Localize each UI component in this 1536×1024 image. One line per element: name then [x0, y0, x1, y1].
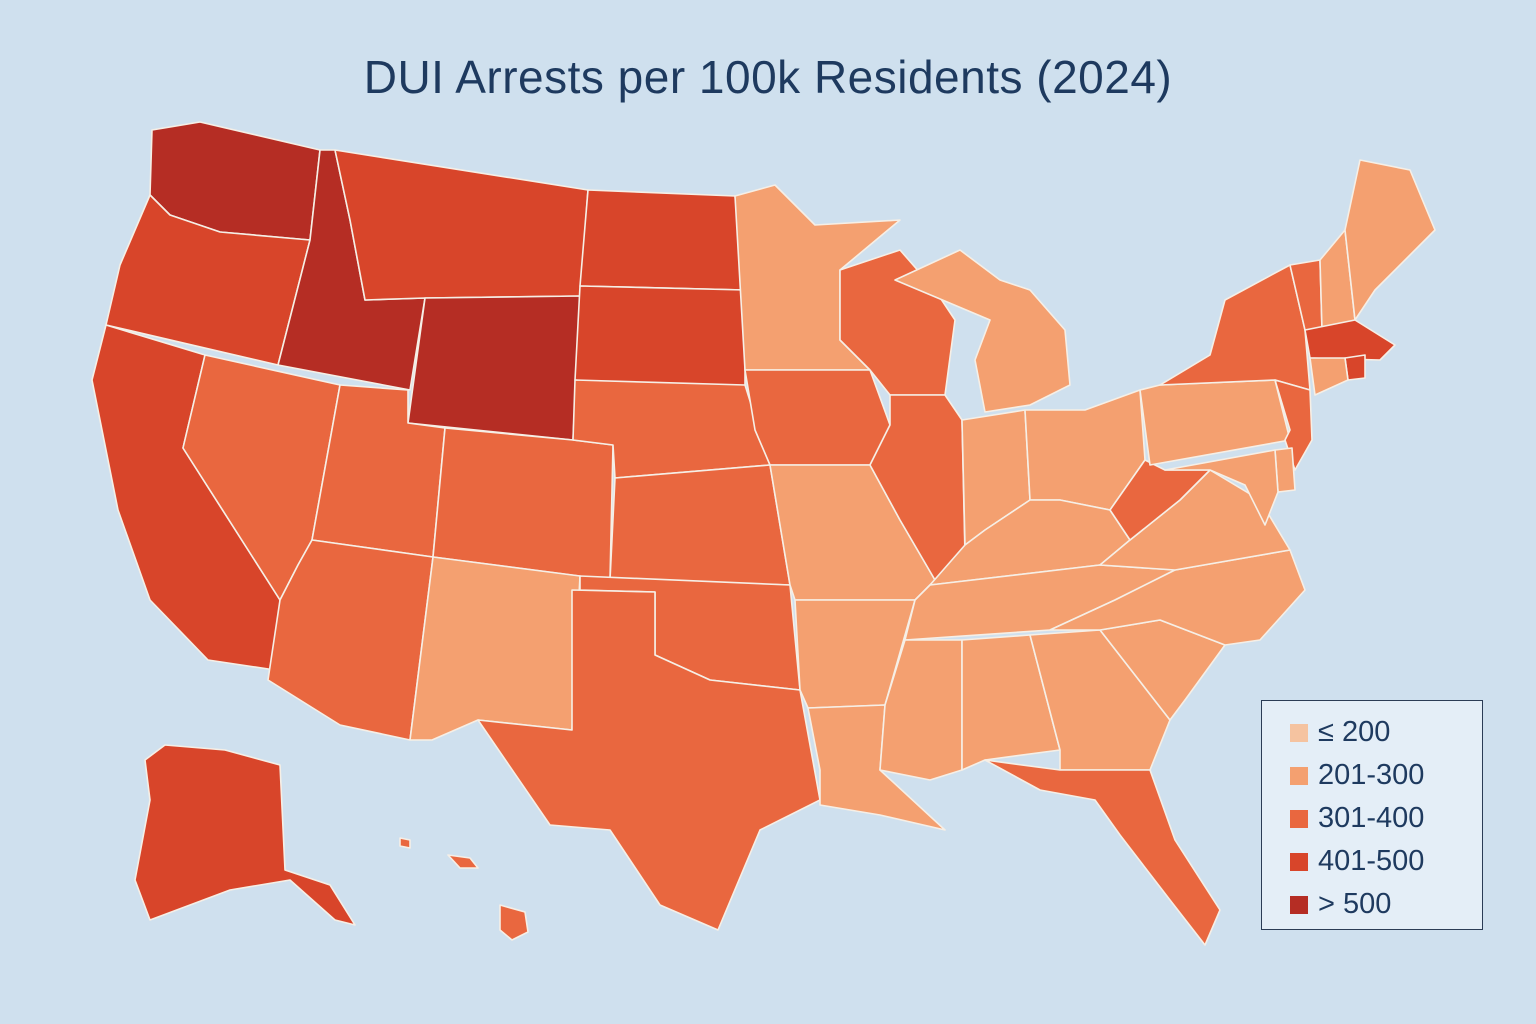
legend-label: ≤ 200 [1318, 716, 1391, 748]
legend-swatch [1290, 766, 1308, 785]
state-sd[interactable] [574, 285, 746, 396]
state-nc[interactable] [1049, 549, 1306, 646]
legend-item: ≤ 200 [1290, 711, 1482, 754]
legend-item: 301-400 [1290, 797, 1482, 840]
state-ia[interactable] [744, 369, 891, 466]
state-mt[interactable] [334, 149, 589, 301]
state-fl[interactable] [984, 759, 1221, 946]
state-ct[interactable] [1309, 357, 1349, 396]
state-al[interactable] [961, 634, 1061, 771]
state-pa[interactable] [1139, 379, 1291, 466]
state-ks[interactable] [609, 464, 791, 586]
state-nd[interactable] [579, 189, 746, 291]
legend-label: 401-500 [1318, 845, 1425, 877]
map-title: DUI Arrests per 100k Residents (2024) [363, 51, 1173, 103]
state-nj[interactable] [1274, 379, 1313, 471]
state-nm[interactable] [409, 556, 581, 741]
legend-label: 201-300 [1318, 759, 1425, 791]
legend-swatch [1290, 895, 1308, 914]
legend-label: > 500 [1318, 888, 1392, 920]
state-ny[interactable] [1159, 264, 1311, 391]
state-md[interactable] [1164, 449, 1279, 526]
state-mi[interactable] [894, 249, 1071, 413]
state-tx[interactable] [477, 589, 821, 931]
legend: ≤ 200 201-300 301-400 401-500 > 500 [1261, 700, 1483, 930]
state-ma[interactable] [1304, 319, 1396, 361]
state-wy[interactable] [407, 295, 581, 441]
legend-label: 301-400 [1318, 802, 1425, 834]
legend-swatch [1290, 723, 1308, 742]
legend-swatch [1290, 852, 1308, 871]
legend-swatch [1290, 809, 1308, 828]
legend-item: 401-500 [1290, 840, 1482, 883]
legend-item: 201-300 [1290, 754, 1482, 797]
state-me[interactable] [1344, 159, 1436, 321]
state-hi[interactable] [399, 837, 529, 941]
state-ak[interactable] [134, 744, 356, 926]
legend-item: > 500 [1290, 883, 1482, 926]
state-co[interactable] [432, 427, 614, 581]
